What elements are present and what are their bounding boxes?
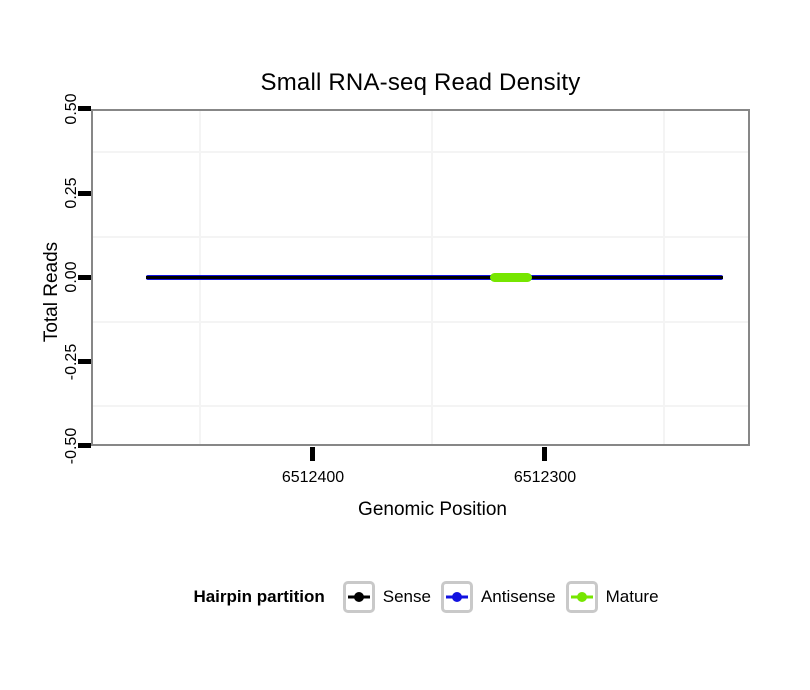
y-axis-tick-label: -0.25 [63, 343, 80, 381]
gridline-horizontal [93, 405, 748, 407]
gridline-horizontal [93, 236, 748, 238]
y-axis-tick-label: -0.50 [63, 427, 80, 465]
legend-entry-mature: Mature [565, 581, 659, 613]
legend-label-antisense: Antisense [480, 587, 556, 606]
x-axis-tick-label: 6512300 [513, 469, 577, 486]
sense-key-dot-icon [353, 592, 364, 602]
chart-title: Small RNA-seq Read Density [260, 69, 581, 96]
y-axis-tick-label: 0.50 [63, 93, 80, 125]
gridline-horizontal [93, 321, 748, 323]
legend-key-mature [565, 581, 598, 613]
y-axis-tick-label: 0.00 [63, 261, 80, 293]
y-axis-tick [78, 275, 91, 280]
y-axis-tick [78, 106, 91, 111]
y-axis-tick-label: 0.25 [63, 177, 80, 209]
y-axis-tick [78, 443, 91, 448]
mature-key-dot-icon [576, 592, 587, 602]
legend-label-mature: Mature [605, 587, 659, 606]
y-axis-title: Total Reads [41, 241, 62, 343]
legend-label-sense: Sense [382, 587, 431, 606]
legend-entry-antisense: Antisense [440, 581, 556, 613]
legend-key-antisense [440, 581, 473, 613]
gridline-horizontal [93, 151, 748, 153]
x-axis-tick [310, 447, 315, 461]
x-axis-tick-label: 6512400 [281, 469, 345, 486]
legend-entry-sense: Sense [342, 581, 431, 613]
sense-series-line [146, 276, 723, 279]
y-axis-tick [78, 191, 91, 196]
x-axis-title: Genomic Position [358, 499, 507, 520]
plot-panel [91, 109, 750, 446]
legend-key-sense [342, 581, 375, 613]
antisense-key-dot-icon [451, 592, 462, 602]
y-axis-tick [78, 359, 91, 364]
x-axis-tick [542, 447, 547, 461]
legend: Hairpin partition Sense Antisense Mature [26, 581, 810, 613]
mature-series-segment [490, 273, 532, 282]
legend-title: Hairpin partition [193, 587, 325, 606]
